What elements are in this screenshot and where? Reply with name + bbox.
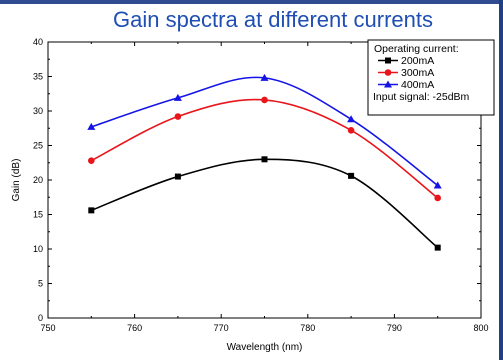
x-axis-label: Wavelength (nm)	[227, 342, 303, 353]
x-tick-label: 760	[127, 323, 142, 333]
y-tick-label: 25	[33, 141, 43, 151]
data-point-300mA	[174, 113, 182, 120]
data-point-400mA	[260, 73, 269, 81]
legend-label-400mA: 400mA	[401, 79, 434, 91]
data-point-400mA	[87, 122, 96, 130]
series-line-200mA	[91, 158, 439, 249]
data-point-300mA	[261, 96, 268, 104]
data-point-400mA	[173, 93, 182, 101]
y-tick-label: 40	[33, 37, 43, 47]
series-400mA	[87, 73, 442, 189]
data-point-400mA	[433, 181, 442, 189]
data-point-200mA	[261, 156, 268, 163]
legend-marker-300mA	[384, 69, 392, 76]
x-tick-label: 750	[40, 323, 55, 333]
y-tick-label: 15	[33, 210, 43, 220]
x-tick-label: 770	[214, 323, 229, 333]
legend-header: Operating current:	[374, 43, 459, 55]
y-tick-label: 30	[33, 106, 43, 116]
data-point-400mA	[347, 115, 356, 123]
data-point-200mA	[348, 172, 355, 179]
data-point-300mA	[88, 157, 95, 164]
legend-label-200mA: 200mA	[401, 55, 434, 67]
legend-footer: Input signal: -25dBm	[373, 91, 470, 103]
data-point-300mA	[434, 194, 442, 202]
legend-label-300mA: 300mA	[401, 67, 434, 79]
x-tick-label: 790	[387, 323, 402, 333]
top-accent-bar	[0, 0, 503, 4]
data-point-200mA	[174, 173, 181, 180]
y-tick-label: 10	[33, 244, 43, 254]
data-point-200mA	[434, 244, 441, 251]
x-tick-label: 780	[300, 323, 315, 333]
data-point-300mA	[347, 127, 355, 134]
legend-marker-400mA	[384, 80, 392, 88]
series-layer	[87, 73, 442, 251]
x-tick-label: 800	[473, 323, 488, 333]
data-point-200mA	[88, 207, 95, 214]
y-axis-label: Gain (dB)	[11, 159, 22, 202]
y-tick-label: 35	[33, 72, 43, 82]
legend-marker-200mA	[385, 57, 391, 64]
series-200mA	[88, 156, 441, 251]
y-tick-label: 0	[38, 313, 43, 323]
y-tick-label: 20	[33, 175, 43, 185]
chart-title: Gain spectra at different currents	[113, 7, 433, 32]
right-accent-bar	[499, 0, 503, 360]
y-tick-label: 5	[38, 279, 43, 289]
series-300mA	[88, 96, 442, 202]
legend-box	[367, 39, 495, 116]
y-axis: 0 5 10 15 20 25 30 35 40	[33, 37, 481, 323]
